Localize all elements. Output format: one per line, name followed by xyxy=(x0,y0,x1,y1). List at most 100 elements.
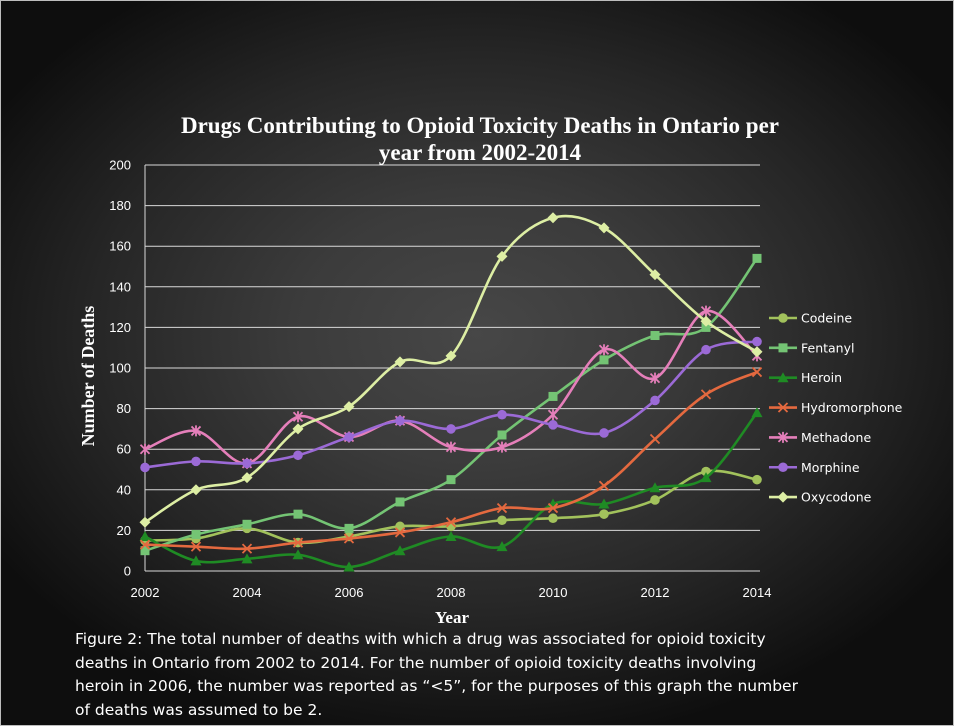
point-heroin-2011 xyxy=(598,498,610,509)
legend-marker-fentanyl xyxy=(778,343,788,353)
point-codeine-2009 xyxy=(497,515,507,526)
point-oxycodone-2005 xyxy=(292,423,304,435)
point-methadone-2011 xyxy=(598,344,610,356)
y-tick-label-20: 20 xyxy=(117,523,131,538)
point-oxycodone-2002 xyxy=(139,516,151,528)
point-fentanyl-2010 xyxy=(548,391,558,401)
point-oxycodone-2010 xyxy=(547,212,559,224)
y-tick-label-200: 200 xyxy=(109,158,131,173)
legend-item-hydromorphone: Hydromorphone xyxy=(769,400,903,415)
point-morphine-2009 xyxy=(497,409,507,420)
point-morphine-2008 xyxy=(446,424,456,434)
legend-label-oxycodone: Oxycodone xyxy=(801,490,872,505)
point-fentanyl-2007 xyxy=(395,497,405,507)
point-methadone-2002 xyxy=(139,443,151,455)
point-heroin-2004 xyxy=(241,553,253,564)
x-tick-label-2004: 2004 xyxy=(233,585,262,600)
legend-label-heroin: Heroin xyxy=(801,370,842,385)
legend-item-oxycodone: Oxycodone xyxy=(769,490,872,505)
point-oxycodone-2003 xyxy=(190,484,202,496)
x-tick-label-2012: 2012 xyxy=(641,585,670,600)
series-fentanyl xyxy=(140,253,762,556)
legend-marker-hydromorphone xyxy=(777,402,789,413)
point-hydromorphone-2010 xyxy=(547,502,559,514)
point-hydromorphone-2003 xyxy=(190,541,202,552)
point-oxycodone-2012 xyxy=(649,269,661,281)
legend-label-morphine: Morphine xyxy=(801,460,860,475)
point-methadone-2009 xyxy=(496,441,508,453)
point-hydromorphone-2002 xyxy=(139,539,151,550)
y-tick-label-160: 160 xyxy=(109,239,131,254)
series-hydromorphone xyxy=(139,366,763,554)
point-oxycodone-2008 xyxy=(445,350,457,362)
y-tick-label-180: 180 xyxy=(109,198,131,213)
point-fentanyl-2014 xyxy=(752,253,762,263)
legend-item-codeine: Codeine xyxy=(769,311,852,326)
figure-caption: Figure 2: The total number of deaths wit… xyxy=(75,628,798,722)
series-layer xyxy=(139,212,763,572)
legend-item-morphine: Morphine xyxy=(769,460,860,475)
point-hydromorphone-2012 xyxy=(649,433,661,445)
point-hydromorphone-2009 xyxy=(496,502,508,514)
legend-label-fentanyl: Fentanyl xyxy=(801,340,854,355)
legend-marker-oxycodone xyxy=(777,491,789,503)
point-hydromorphone-2007 xyxy=(394,527,406,538)
legend-marker-heroin xyxy=(777,372,789,383)
point-fentanyl-2002 xyxy=(140,546,150,556)
point-methadone-2013 xyxy=(700,305,712,317)
point-heroin-2009 xyxy=(496,541,508,552)
legend-label-codeine: Codeine xyxy=(801,311,852,326)
point-methadone-2003 xyxy=(190,425,202,437)
point-heroin-2006 xyxy=(343,561,355,572)
x-tick-label-2008: 2008 xyxy=(437,585,466,600)
series-line-fentanyl xyxy=(143,257,759,552)
point-heroin-2008 xyxy=(445,530,457,541)
point-oxycodone-2011 xyxy=(598,222,610,234)
point-oxycodone-2004 xyxy=(241,472,253,484)
legend-item-fentanyl: Fentanyl xyxy=(769,340,854,355)
point-heroin-2012 xyxy=(649,482,661,493)
y-tick-label-60: 60 xyxy=(117,442,131,457)
point-oxycodone-2014 xyxy=(751,346,763,358)
y-tick-label-140: 140 xyxy=(109,279,131,294)
point-morphine-2005 xyxy=(293,450,303,461)
series-oxycodone xyxy=(139,212,763,528)
point-heroin-2005 xyxy=(292,549,304,560)
point-methadone-2008 xyxy=(445,441,457,453)
legend-marker-morphine xyxy=(778,462,788,473)
point-oxycodone-2013 xyxy=(700,315,712,327)
point-morphine-2014 xyxy=(752,336,762,347)
point-hydromorphone-2008 xyxy=(445,517,457,528)
point-heroin-2007 xyxy=(394,545,406,556)
x-tick-label-2006: 2006 xyxy=(335,585,364,600)
caption-line-4: of deaths was assumed to be 2. xyxy=(75,700,323,719)
legend-marker-methadone xyxy=(777,431,789,443)
point-methadone-2005 xyxy=(292,411,304,423)
legend-marker-codeine xyxy=(778,313,788,323)
x-tick-label-2014: 2014 xyxy=(743,585,772,600)
point-hydromorphone-2006 xyxy=(343,533,355,544)
point-morphine-2013 xyxy=(701,344,711,355)
point-fentanyl-2008 xyxy=(446,475,456,485)
point-oxycodone-2006 xyxy=(343,401,355,413)
point-codeine-2012 xyxy=(650,495,660,505)
point-codeine-2011 xyxy=(599,509,609,519)
point-heroin-2002 xyxy=(139,530,151,541)
series-morphine xyxy=(140,336,762,473)
point-fentanyl-2006 xyxy=(344,523,354,533)
y-tick-label-100: 100 xyxy=(109,361,131,376)
point-oxycodone-2007 xyxy=(394,356,406,368)
y-tick-label-120: 120 xyxy=(109,320,131,335)
caption-line-1: Figure 2: The total number of deaths wit… xyxy=(75,630,766,648)
caption-line-2: deaths in Ontario from 2002 to 2014. For… xyxy=(75,653,757,672)
point-codeine-2010 xyxy=(548,513,558,524)
point-morphine-2006 xyxy=(344,432,354,442)
point-morphine-2002 xyxy=(140,462,150,473)
caption-line-3: heroin in 2006, the number was reported … xyxy=(75,677,798,696)
point-codeine-2014 xyxy=(752,474,762,485)
point-hydromorphone-2011 xyxy=(598,480,610,491)
point-morphine-2011 xyxy=(599,428,609,438)
point-heroin-2014 xyxy=(751,407,763,418)
tick-labels: 0 20 40 60 80 100 120 140 160 180 200 2002 2004 2006 2… xyxy=(109,158,771,601)
